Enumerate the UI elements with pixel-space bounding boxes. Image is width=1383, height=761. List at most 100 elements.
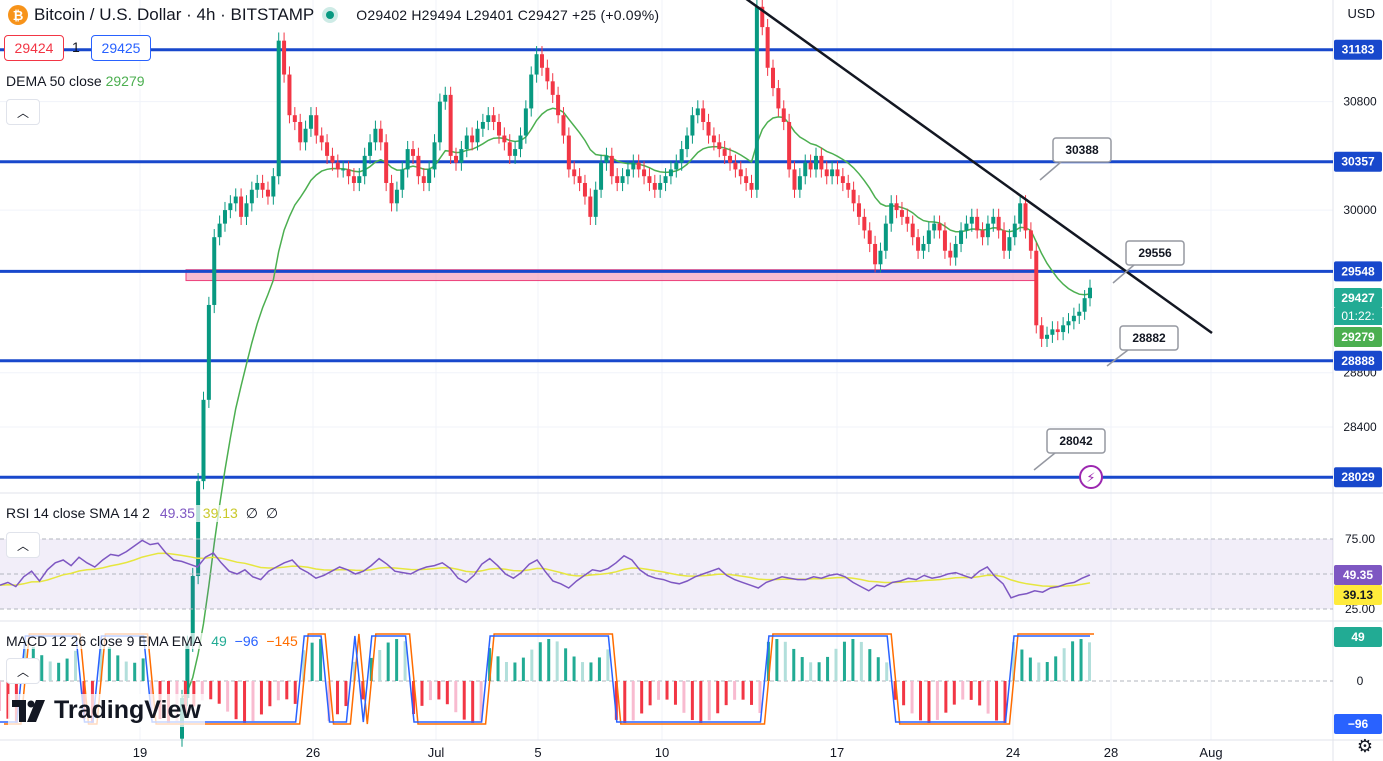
- macd-histogram-bar: [673, 681, 677, 705]
- macd-histogram-bar: [859, 641, 863, 681]
- candle-body: [319, 135, 324, 143]
- downtrend-line: [745, 0, 1213, 335]
- macd-histogram-bar: [6, 681, 10, 719]
- macd-histogram-bar: [454, 681, 458, 713]
- candles: [180, 0, 1092, 747]
- candle-body: [711, 135, 716, 143]
- macd-histogram-bar: [412, 681, 416, 715]
- candle-body: [1082, 298, 1087, 312]
- trendline-layer[interactable]: [745, 0, 1213, 335]
- settings-icon[interactable]: ⚙: [1356, 736, 1373, 756]
- macd-histogram-bar: [1020, 649, 1024, 681]
- candle-body: [604, 155, 609, 163]
- candle-body: [239, 196, 244, 217]
- level-price-label-bg: [1334, 350, 1382, 371]
- rsi-legend-label: RSI 14 close SMA 14 2: [6, 505, 150, 521]
- candle-body: [851, 189, 856, 204]
- candle-body: [781, 108, 786, 122]
- macd-histogram-bar: [352, 661, 356, 681]
- time-tick-label: 5: [534, 745, 541, 760]
- candle-body: [368, 142, 373, 156]
- candle-body: [454, 155, 459, 163]
- rsi-legend[interactable]: RSI 14 close SMA 14 2 49.35 39.13 ∅ ∅: [6, 505, 279, 522]
- symbol-title[interactable]: Bitcoin / U.S. Dollar · 4h · BITSTAMP: [34, 5, 315, 24]
- callout-label: 29556: [1138, 246, 1172, 260]
- macd-histogram-bar: [842, 641, 846, 681]
- macd-histogram-bar: [800, 657, 804, 681]
- candle-body: [706, 121, 711, 136]
- level-price-label-bg: [1334, 151, 1382, 172]
- macd-histogram-bar: [935, 681, 939, 720]
- candle-body: [314, 115, 319, 136]
- macd-histogram-bar: [310, 642, 314, 681]
- candle-body: [1018, 203, 1023, 224]
- macd-histogram-bar: [496, 656, 500, 681]
- candle-body: [534, 54, 539, 75]
- macd-histogram-bar: [403, 641, 407, 681]
- macd-histogram-bar: [48, 661, 52, 681]
- candle-body: [593, 189, 598, 217]
- lightning-icon: [1079, 465, 1103, 489]
- dema-line: [181, 107, 1091, 699]
- candle-body: [1055, 329, 1060, 333]
- rsi-value-label: 49.35: [1343, 568, 1373, 582]
- macd-histogram-bar: [834, 648, 838, 681]
- macd-histogram-bar: [327, 681, 331, 721]
- ohlc-readout: O29402 H29494 L29401 C29427 +25 (+0.09%): [356, 7, 660, 23]
- macd-histogram-bar: [226, 681, 230, 712]
- time-tick-label: 17: [830, 745, 844, 760]
- order-quantity: 1: [72, 39, 80, 55]
- candle-body: [916, 237, 921, 251]
- sell-price-button[interactable]: 29424: [4, 35, 64, 61]
- macd-histogram-bar: [361, 681, 365, 700]
- macd-histogram-bar: [217, 681, 221, 704]
- price-axis[interactable]: 3080030000288002840031183303572954828888…: [1334, 39, 1382, 734]
- candle-body: [787, 121, 792, 170]
- macd-histogram-bar: [107, 647, 111, 681]
- rsi-tick-label: 25.00: [1345, 602, 1375, 616]
- macd-histogram-bar: [919, 681, 923, 721]
- macd-histogram-bar: [99, 640, 103, 681]
- level-price-label-bg: [1334, 467, 1382, 488]
- macd-histogram-bar: [766, 641, 770, 681]
- rsi-value-label-bg: [1334, 565, 1382, 585]
- candle-body: [335, 162, 340, 170]
- callout-box: [1052, 137, 1112, 163]
- price-callouts[interactable]: 30388 29556 28882 28042 ⚡: [1033, 137, 1185, 489]
- macd-signal-value-label: −96: [1348, 717, 1369, 731]
- candle-body: [561, 115, 566, 136]
- dema-legend[interactable]: DEMA 50 close 29279: [6, 73, 145, 89]
- candle-body: [539, 54, 544, 68]
- candle-body: [899, 210, 904, 217]
- macd-histogram-bar: [1088, 642, 1091, 681]
- level-price-label: 30357: [1341, 155, 1375, 169]
- candle-body: [577, 176, 582, 183]
- macd-legend[interactable]: MACD 12 26 close 9 EMA EMA 49 −96 −145: [6, 633, 298, 649]
- collapse-macd-button[interactable]: ︿: [6, 658, 40, 684]
- candle-body: [443, 94, 448, 102]
- tradingview-logo[interactable]: TradingView: [8, 694, 205, 727]
- macd-histogram-bar: [192, 681, 196, 707]
- candle-body: [427, 169, 432, 183]
- collapse-indicators-button[interactable]: ︿: [6, 99, 40, 125]
- candle-body: [856, 203, 861, 217]
- candle-body: [652, 182, 657, 190]
- collapse-rsi-button[interactable]: ︿: [6, 532, 40, 558]
- macd-histogram-bar: [826, 656, 830, 681]
- time-tick-label: 19: [133, 745, 147, 760]
- buy-price-button[interactable]: 29425: [91, 35, 151, 61]
- macd-histogram-bar: [1062, 648, 1066, 681]
- dema-price-label-bg: [1334, 327, 1382, 347]
- macd-histogram-bar: [302, 650, 306, 681]
- level-price-label-bg: [1334, 261, 1382, 282]
- candle-body: [910, 223, 915, 238]
- time-tick-label: Jul: [428, 745, 445, 760]
- candle-body: [265, 189, 270, 197]
- time-axis[interactable]: 19 26 Jul 5 10 17 24 28 Aug: [133, 745, 1223, 760]
- macd-histogram-bar: [581, 662, 585, 681]
- level-price-label-bg: [1334, 39, 1382, 60]
- currency-label[interactable]: USD: [1347, 6, 1375, 21]
- candle-body: [282, 40, 287, 75]
- macd-histogram-bar: [0, 681, 1, 711]
